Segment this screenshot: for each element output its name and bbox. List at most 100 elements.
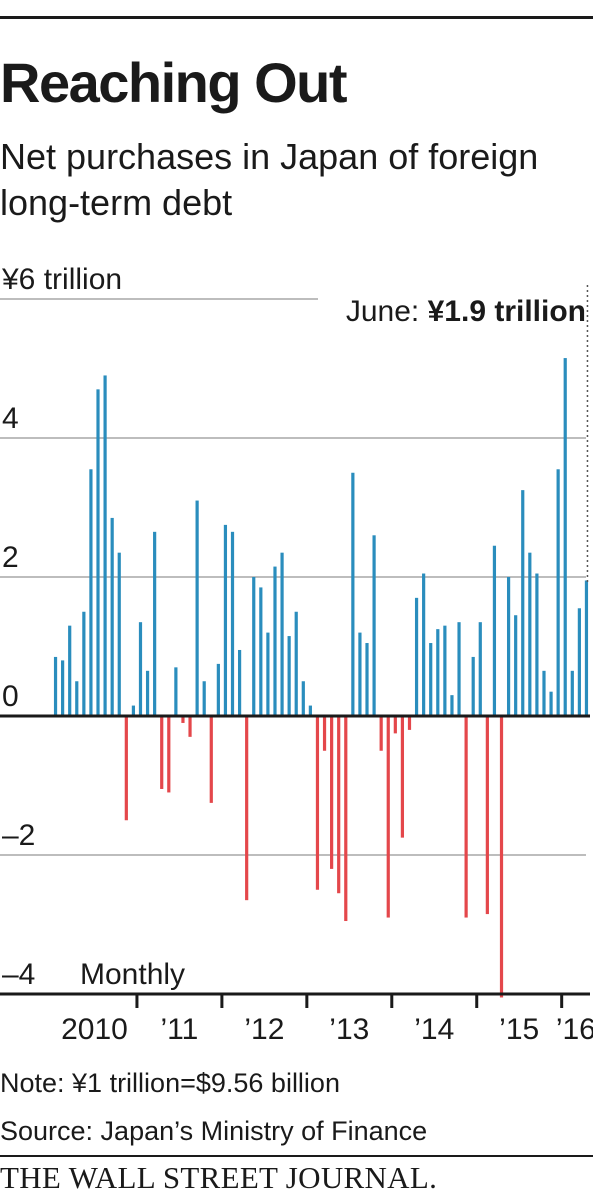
bar bbox=[75, 681, 79, 716]
y-tick-label: –4 bbox=[2, 958, 35, 991]
bar bbox=[414, 597, 419, 716]
bar bbox=[393, 716, 397, 734]
bar bbox=[337, 716, 341, 894]
y-tick-label: 4 bbox=[2, 402, 19, 435]
bar bbox=[301, 681, 305, 716]
frequency-label: Monthly bbox=[80, 958, 185, 991]
bar bbox=[457, 622, 461, 716]
annotation-label: June: ¥1.9 trillion bbox=[346, 295, 586, 328]
bar bbox=[124, 716, 128, 821]
bar bbox=[570, 670, 574, 716]
bar bbox=[577, 608, 581, 716]
bar bbox=[556, 469, 560, 716]
bar bbox=[535, 573, 539, 716]
annotation: June: ¥1.9 trillion bbox=[346, 285, 589, 584]
bar bbox=[145, 670, 150, 716]
bar bbox=[542, 670, 546, 716]
bar bbox=[436, 629, 440, 717]
bar bbox=[400, 716, 405, 838]
y-tick-label: –2 bbox=[2, 819, 35, 852]
bar bbox=[280, 552, 284, 716]
bar bbox=[195, 500, 199, 716]
bar bbox=[308, 705, 312, 716]
bar bbox=[266, 632, 270, 716]
bar bbox=[443, 625, 447, 716]
bar bbox=[429, 643, 433, 716]
bar bbox=[287, 636, 291, 716]
bar bbox=[506, 577, 511, 716]
y-tick-label: 0 bbox=[2, 680, 19, 713]
bar bbox=[315, 716, 320, 890]
bar bbox=[138, 622, 143, 716]
chart-subtitle: Net purchases in Japan of foreign long-t… bbox=[0, 136, 539, 223]
x-year-label: ’13 bbox=[329, 1013, 369, 1046]
chart-note: Note: ¥1 trillion=$9.56 billion bbox=[0, 1068, 340, 1098]
bar bbox=[365, 643, 369, 716]
bar bbox=[103, 375, 107, 716]
bar bbox=[422, 573, 426, 716]
x-year-label: ’14 bbox=[414, 1013, 454, 1046]
bar bbox=[237, 649, 242, 716]
bar bbox=[82, 611, 86, 716]
bar bbox=[358, 632, 362, 716]
gridlines bbox=[0, 298, 586, 995]
chart-source: Source: Japan’s Ministry of Finance bbox=[0, 1116, 428, 1146]
bar bbox=[89, 469, 93, 716]
bar bbox=[485, 716, 489, 915]
bar bbox=[96, 389, 100, 716]
bar bbox=[131, 705, 136, 716]
bar bbox=[563, 358, 567, 716]
bar bbox=[379, 716, 383, 751]
bar bbox=[160, 716, 164, 789]
y-axis-labels: ¥6 trillion 4 2 0 –2 –4 Monthly bbox=[1, 263, 185, 991]
bar bbox=[117, 552, 121, 716]
bar bbox=[174, 667, 178, 716]
x-year-label: ’11 bbox=[161, 1013, 199, 1046]
footer-rule bbox=[0, 1155, 593, 1157]
x-year-label: ’16 bbox=[556, 1013, 593, 1046]
bars bbox=[53, 358, 589, 998]
bar bbox=[230, 531, 235, 716]
bar bbox=[153, 531, 157, 716]
y-tick-label: ¥6 trillion bbox=[1, 263, 122, 296]
bar bbox=[181, 716, 185, 723]
bar bbox=[386, 716, 390, 918]
bar bbox=[245, 716, 249, 901]
bar bbox=[216, 663, 220, 717]
chart-title: Reaching Out bbox=[0, 51, 348, 114]
bar bbox=[372, 535, 376, 716]
bar bbox=[478, 622, 482, 716]
bar bbox=[499, 716, 504, 998]
bar bbox=[351, 472, 355, 716]
x-axis: 2010 ’11 ’12 ’13 ’14 ’15 ’16 bbox=[0, 714, 593, 1046]
bar bbox=[252, 577, 256, 716]
bar bbox=[450, 695, 454, 716]
bar bbox=[68, 625, 72, 716]
publisher-masthead: THE WALL STREET JOURNAL. bbox=[0, 1160, 438, 1195]
bar bbox=[521, 490, 525, 717]
bar bbox=[294, 611, 298, 716]
x-year-label: 2010 bbox=[61, 1013, 128, 1046]
bar bbox=[53, 656, 58, 716]
bar bbox=[202, 681, 206, 716]
bar bbox=[464, 716, 468, 918]
bar bbox=[492, 545, 497, 716]
bar bbox=[167, 716, 171, 793]
bar-chart: ¥6 trillion 4 2 0 –2 –4 Monthly 2010 ’11 ’12 ’13 ’… bbox=[0, 263, 593, 1046]
x-year-label: ’12 bbox=[244, 1013, 284, 1046]
bar bbox=[549, 691, 553, 716]
bar bbox=[322, 716, 327, 751]
bar bbox=[330, 716, 334, 869]
x-year-label: ’15 bbox=[499, 1013, 539, 1046]
bar bbox=[223, 524, 228, 717]
bar bbox=[273, 566, 277, 716]
bar bbox=[514, 615, 518, 716]
bar bbox=[407, 716, 412, 730]
y-tick-label: 2 bbox=[2, 541, 19, 574]
bar bbox=[528, 552, 532, 716]
bar bbox=[344, 716, 348, 922]
bar bbox=[188, 716, 192, 737]
annotation-value: ¥1.9 trillion bbox=[428, 295, 586, 328]
annotation-prefix: June: bbox=[346, 295, 428, 328]
bar bbox=[209, 716, 213, 803]
